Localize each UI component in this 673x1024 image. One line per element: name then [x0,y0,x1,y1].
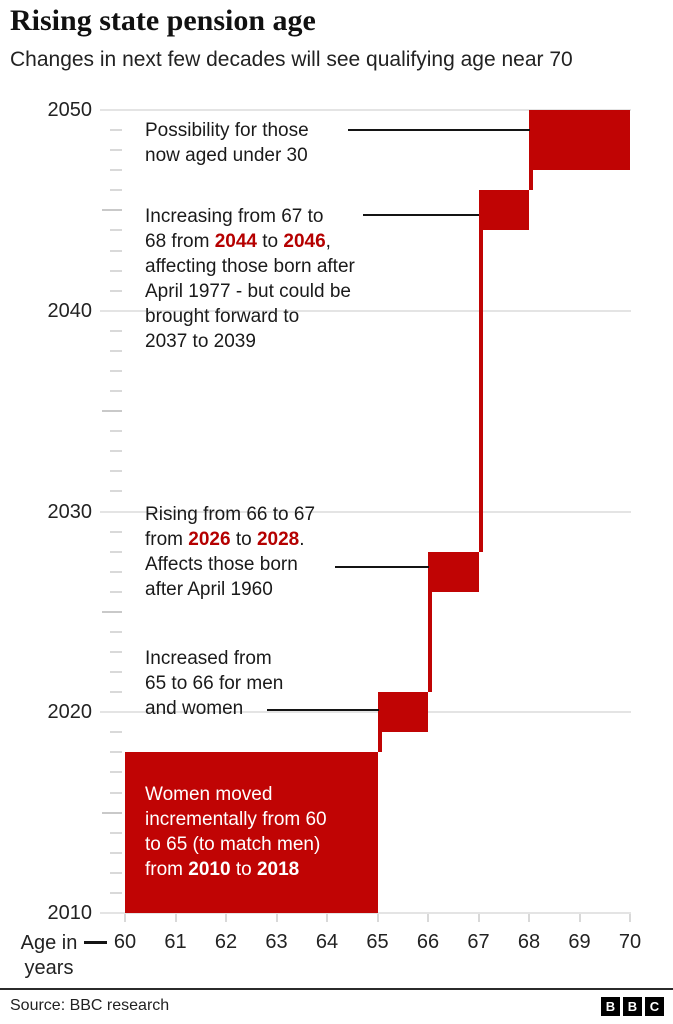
y-minor-tick-2022 [110,671,122,674]
x-tick-mark-67 [477,914,480,922]
source-credit: Source: BBC research [10,997,170,1014]
y-minor-tick-2026 [110,590,122,593]
pension-step-block-67-68 [478,190,529,231]
bbc-logo-letter-c: C [645,997,664,1016]
x-tick-label-62: 62 [214,931,238,953]
y-minor-tick-2032 [110,470,122,473]
pension-step-block-65-66 [377,692,428,733]
bbc-logo-letter-b2: B [623,997,642,1016]
y-minor-tick-2011 [110,891,122,894]
y-minor-tick-2045 [102,209,122,212]
x-tick-mark-70 [629,914,631,922]
x-tick-mark-64 [326,914,328,922]
x-tick-label-69: 69 [568,931,591,953]
y-minor-tick-2014 [110,831,122,834]
y-minor-tick-2019 [110,731,122,734]
x-axis-title-line1: Age in [20,932,78,954]
y-minor-tick-2024 [110,630,122,633]
y-gridline-2040 [100,309,631,312]
y-gridline-2010 [100,912,631,914]
y-minor-tick-2041 [110,289,122,292]
x-tick-label-63: 63 [265,931,288,953]
y-tick-label-2030: 2030 [47,500,93,523]
x-tick-label-60: 60 [113,931,137,953]
y-minor-tick-2015 [102,811,122,814]
step-connector-67 [478,230,483,552]
bbc-logo-letter-b1: B [601,997,620,1016]
footer-divider [0,988,673,990]
x-tick-mark-69 [578,914,581,922]
x-tick-mark-65 [376,914,379,922]
y-minor-tick-2029 [110,530,122,533]
x-tick-mark-66 [427,914,429,922]
y-minor-tick-2035 [102,410,122,413]
step-connector-66 [428,591,432,693]
x-tick-label-65: 65 [366,931,389,953]
y-minor-tick-2047 [110,169,122,172]
y-minor-tick-2023 [110,651,122,654]
bbc-logo: B B C [601,997,664,1016]
x-tick-mark-60 [124,914,126,922]
y-minor-tick-2016 [110,791,122,794]
y-minor-tick-2048 [110,149,122,152]
y-tick-label-2010: 2010 [47,902,93,924]
y-minor-tick-2038 [110,349,122,352]
y-minor-tick-2012 [110,871,122,874]
y-minor-tick-2044 [110,229,122,232]
x-tick-label-66: 66 [416,931,440,953]
x-tick-label-61: 61 [164,931,187,953]
y-minor-tick-2034 [110,430,122,433]
y-minor-tick-2021 [110,691,122,694]
y-minor-tick-2017 [110,771,122,774]
x-tick-label-68: 68 [517,931,541,953]
pension-step-block-66-67 [428,551,479,592]
y-minor-tick-2025 [102,610,122,613]
x-tick-mark-62 [225,914,227,922]
page-title: Rising state pension age [10,4,316,37]
annotation-65-to-66-pointer-line [267,709,379,711]
y-minor-tick-2013 [110,851,122,854]
x-tick-label-70: 70 [618,931,642,953]
annotation-66-to-67-pointer-line [335,566,429,568]
y-minor-tick-2042 [110,269,122,272]
pension-step-block-68-70 [529,110,630,171]
chart-subtitle: Changes in next few decades will see qua… [10,48,573,71]
annotation-under-30-pointer-line [348,129,530,131]
x-tick-label-67: 67 [467,931,490,953]
y-minor-tick-2031 [110,490,122,493]
y-tick-label-2040: 2040 [47,299,93,322]
y-minor-tick-2046 [110,189,122,192]
x-tick-label-64: 64 [315,931,339,953]
y-minor-tick-2028 [110,550,122,553]
annotation-67-to-68-pointer-line [363,214,479,216]
y-minor-tick-2033 [110,450,122,453]
x-axis-title-line2: years [24,957,74,979]
y-minor-tick-2036 [110,390,122,393]
y-minor-tick-2027 [110,570,122,573]
x-tick-mark-63 [275,914,278,922]
y-minor-tick-2018 [110,751,122,754]
y-tick-label-2020: 2020 [47,701,93,724]
y-minor-tick-2043 [110,249,122,252]
y-tick-label-2050: 2050 [47,99,93,121]
y-gridline-2030 [100,510,631,513]
x-axis-title: Age in years [15,931,83,981]
y-gridline-2050 [100,109,631,111]
pension-step-block-60-65 [125,752,378,913]
x-axis-title-dash [84,941,107,944]
step-connector-65 [377,732,382,753]
y-minor-tick-2037 [110,369,122,372]
y-minor-tick-2039 [110,329,122,332]
x-tick-mark-61 [174,914,177,922]
x-tick-mark-68 [528,914,530,922]
step-connector-68 [529,170,533,191]
y-minor-tick-2049 [110,129,122,132]
y-gridline-2020 [100,711,631,714]
